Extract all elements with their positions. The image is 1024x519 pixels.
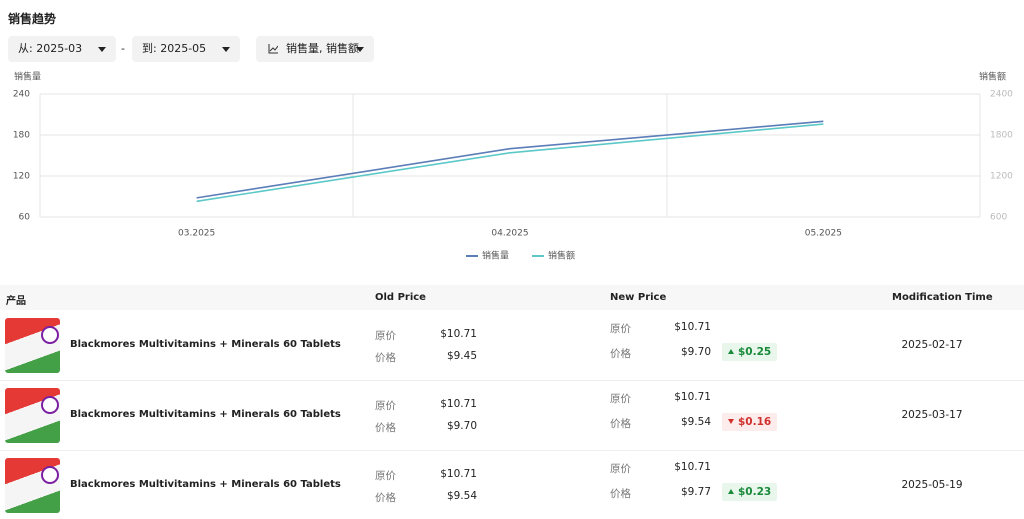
caret (98, 47, 106, 52)
to-select[interactable]: 到: 2025-05 (132, 36, 240, 62)
price: $10.71 (674, 391, 711, 403)
y2-tick-label: 1200 (990, 172, 1013, 182)
price-change: $0.25 (722, 343, 778, 361)
change-text: $0.16 (738, 416, 772, 428)
price: $9.54 (680, 416, 711, 428)
modification-time: 2025-03-17 (901, 409, 963, 421)
image-badge (41, 466, 59, 484)
price-change: $0.23 (722, 483, 778, 501)
product-image (5, 388, 60, 443)
column-header: Modification Time (892, 292, 993, 303)
separator: - (121, 42, 125, 55)
from-select[interactable]: 从: 2025-03 (8, 36, 116, 62)
price: $9.45 (446, 350, 477, 362)
y2-axis-title: 销售额 (979, 71, 1006, 83)
product-image (5, 318, 60, 373)
image-badge (41, 396, 59, 414)
y2-tick-label: 600 (990, 213, 1007, 223)
change-text: $0.23 (738, 486, 772, 498)
price-label: 价格 (610, 488, 631, 500)
product-name: Blackmores Multivitamins + Minerals 60 T… (70, 409, 341, 420)
price: $9.54 (446, 490, 477, 502)
row-divider (0, 380, 1024, 381)
trend-arrow (728, 349, 734, 354)
price: $9.70 (680, 346, 711, 358)
column-header: New Price (610, 292, 667, 303)
chart-icon (268, 44, 278, 54)
y-axis-title: 销售量 (14, 71, 41, 83)
image-badge (41, 326, 59, 344)
price-label: 原价 (375, 330, 396, 342)
price: $9.70 (446, 420, 477, 432)
legend-label: 销售量 (482, 250, 509, 262)
to-text: 到: 2025-05 (142, 42, 207, 55)
price-label: 价格 (610, 348, 631, 360)
trend-arrow (728, 489, 734, 494)
product-name: Blackmores Multivitamins + Minerals 60 T… (70, 339, 341, 350)
caret (222, 47, 230, 52)
modification-time: 2025-02-17 (901, 339, 963, 351)
price: $10.71 (674, 461, 711, 473)
y-tick-label: 180 (13, 131, 30, 141)
price-label: 原价 (610, 463, 631, 475)
caret (356, 47, 364, 52)
price-label: 价格 (375, 422, 396, 434)
y-tick-label: 120 (13, 172, 30, 182)
price-label: 价格 (375, 352, 396, 364)
column-header: Old Price (375, 292, 426, 303)
price: $10.71 (440, 398, 477, 410)
price: $10.71 (440, 468, 477, 480)
product-name: Blackmores Multivitamins + Minerals 60 T… (70, 479, 341, 490)
x-tick-label: 05.2025 (805, 229, 842, 239)
price-change: $0.16 (722, 413, 778, 431)
price-label: 价格 (610, 418, 631, 430)
price-label: 原价 (610, 393, 631, 405)
column-header: 产品 (6, 296, 26, 307)
metric-select[interactable]: 销售量, 销售额 (256, 36, 374, 62)
price-label: 原价 (375, 400, 396, 412)
row-divider (0, 450, 1024, 451)
y2-tick-label: 2400 (990, 90, 1013, 100)
table-header (0, 285, 1024, 310)
change-text: $0.25 (738, 346, 772, 358)
y-tick-label: 60 (19, 213, 31, 223)
from-text: 从: 2025-03 (18, 42, 83, 55)
metric-text: 销售量, 销售额 (286, 42, 359, 55)
price-label: 原价 (610, 323, 631, 335)
series-line (196, 123, 824, 203)
modification-time: 2025-05-19 (901, 479, 963, 491)
legend-label: 销售额 (548, 250, 575, 262)
price: $10.71 (674, 321, 711, 333)
series-line (196, 120, 824, 199)
trend-arrow (728, 419, 734, 424)
price-label: 原价 (375, 470, 396, 482)
product-image (5, 458, 60, 513)
price: $9.77 (680, 486, 711, 498)
y2-tick-label: 1800 (990, 131, 1013, 141)
x-tick-label: 03.2025 (178, 229, 215, 239)
price: $10.71 (440, 328, 477, 340)
page-title: 销售趋势 (8, 12, 57, 26)
price-label: 价格 (375, 492, 396, 504)
y-tick-label: 240 (13, 90, 30, 100)
x-tick-label: 04.2025 (491, 229, 528, 239)
